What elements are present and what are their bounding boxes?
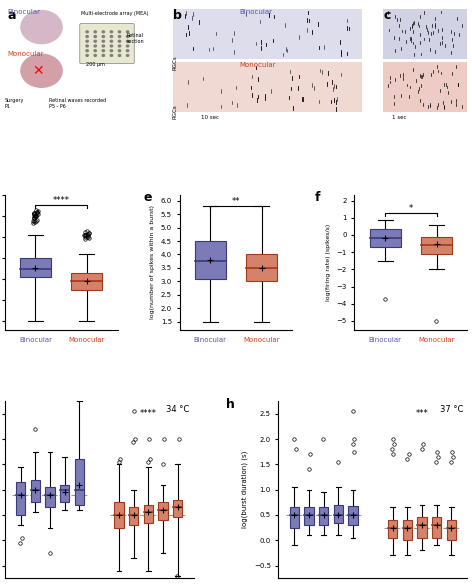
Bar: [319, 507, 329, 525]
Bar: [45, 487, 55, 507]
Circle shape: [21, 54, 62, 87]
Circle shape: [86, 36, 88, 37]
Circle shape: [94, 54, 96, 57]
Bar: [71, 273, 102, 290]
Text: ****: ****: [140, 409, 157, 418]
Circle shape: [102, 36, 104, 37]
Text: Monocular: Monocular: [239, 62, 276, 68]
Circle shape: [110, 45, 113, 47]
Text: Monocular: Monocular: [8, 51, 44, 57]
Y-axis label: log(number of spikes within a burst): log(number of spikes within a burst): [150, 206, 155, 319]
Text: 10 sec: 10 sec: [202, 115, 219, 120]
Text: a: a: [8, 9, 16, 22]
Circle shape: [86, 40, 88, 42]
Text: c: c: [383, 9, 390, 22]
Text: ✕: ✕: [33, 64, 44, 78]
Text: *: *: [409, 204, 413, 213]
Circle shape: [118, 36, 121, 37]
Circle shape: [110, 50, 113, 51]
Text: 37 °C: 37 °C: [440, 405, 464, 413]
Circle shape: [126, 31, 129, 33]
Circle shape: [110, 36, 113, 37]
Circle shape: [110, 31, 113, 33]
Bar: [195, 241, 226, 279]
Bar: [421, 237, 452, 254]
Bar: [20, 258, 51, 277]
Circle shape: [102, 31, 104, 33]
Y-axis label: log(burst duration) (s): log(burst duration) (s): [242, 451, 248, 529]
Text: RGCs: RGCs: [173, 105, 178, 119]
Circle shape: [126, 36, 129, 37]
Bar: [334, 505, 343, 523]
Bar: [388, 520, 397, 538]
Circle shape: [94, 40, 96, 42]
Text: 34 °C: 34 °C: [167, 405, 190, 413]
Circle shape: [126, 50, 129, 51]
Circle shape: [86, 50, 88, 51]
Circle shape: [118, 31, 121, 33]
FancyBboxPatch shape: [173, 62, 362, 112]
Circle shape: [94, 31, 96, 33]
Text: 1 sec: 1 sec: [392, 115, 406, 120]
Text: h: h: [226, 398, 235, 411]
Bar: [16, 482, 25, 515]
Circle shape: [118, 50, 121, 51]
Bar: [290, 507, 299, 527]
Bar: [304, 507, 314, 525]
Circle shape: [118, 45, 121, 47]
Bar: [75, 459, 84, 505]
Text: e: e: [143, 192, 152, 204]
Bar: [246, 255, 277, 281]
Circle shape: [102, 45, 104, 47]
Y-axis label: log(firing rate) (spikes/s): log(firing rate) (spikes/s): [326, 224, 331, 301]
Bar: [31, 479, 40, 502]
Text: Multi-electrode array (MEA): Multi-electrode array (MEA): [81, 11, 149, 16]
Text: **: **: [232, 197, 240, 206]
Circle shape: [102, 40, 104, 42]
Bar: [129, 507, 138, 525]
Text: Surgery
P1: Surgery P1: [5, 98, 24, 109]
Circle shape: [21, 11, 62, 44]
Circle shape: [94, 50, 96, 51]
Circle shape: [86, 31, 88, 33]
Bar: [143, 505, 153, 523]
Bar: [348, 506, 358, 525]
Text: Retinal
section: Retinal section: [127, 33, 144, 44]
Circle shape: [126, 40, 129, 42]
Circle shape: [102, 54, 104, 57]
Bar: [158, 502, 168, 520]
Text: f: f: [315, 192, 320, 204]
Circle shape: [126, 45, 129, 47]
Bar: [417, 517, 427, 538]
Text: ****: ****: [53, 196, 70, 205]
Bar: [432, 517, 441, 538]
Circle shape: [94, 36, 96, 37]
Circle shape: [118, 54, 121, 57]
Text: ***: ***: [416, 409, 429, 418]
FancyBboxPatch shape: [383, 9, 467, 59]
Circle shape: [110, 54, 113, 57]
FancyBboxPatch shape: [173, 9, 362, 59]
Text: RGCs: RGCs: [173, 55, 178, 70]
Circle shape: [94, 45, 96, 47]
Circle shape: [110, 40, 113, 42]
Bar: [370, 229, 401, 247]
Circle shape: [102, 50, 104, 51]
Text: Binocular: Binocular: [239, 9, 272, 15]
Bar: [60, 485, 69, 502]
Bar: [114, 502, 124, 527]
Bar: [173, 500, 182, 517]
Text: b: b: [173, 9, 182, 22]
Circle shape: [86, 54, 88, 57]
Text: 200 μm: 200 μm: [86, 62, 104, 67]
FancyBboxPatch shape: [383, 62, 467, 112]
Circle shape: [126, 54, 129, 57]
Circle shape: [86, 45, 88, 47]
Text: Retinal waves recorded
P5 - P6: Retinal waves recorded P5 - P6: [49, 98, 106, 109]
Bar: [403, 520, 412, 540]
Circle shape: [118, 40, 121, 42]
Bar: [447, 520, 456, 540]
Text: Binocular: Binocular: [8, 9, 41, 15]
FancyBboxPatch shape: [80, 23, 134, 64]
